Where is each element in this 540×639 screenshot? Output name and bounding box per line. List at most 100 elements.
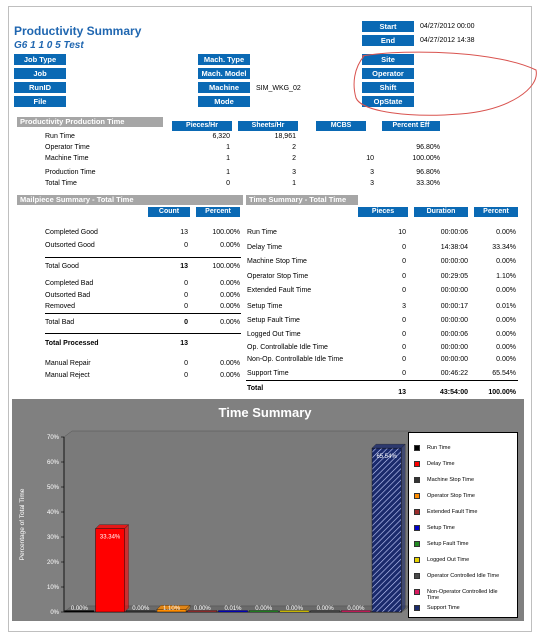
mailpiece-count-value: 0 bbox=[184, 303, 188, 310]
site-label-2: Operator bbox=[362, 68, 414, 80]
bar-label-8: 0.00% bbox=[286, 606, 304, 612]
mailpiece-percent-header: Percent bbox=[196, 207, 240, 217]
legend-swatch bbox=[414, 493, 420, 499]
time-row-label: Extended Fault Time bbox=[247, 287, 312, 294]
legend-swatch bbox=[414, 589, 420, 595]
annotation-circle bbox=[353, 51, 537, 116]
bar-3 bbox=[126, 610, 156, 613]
time-total-pieces: 13 bbox=[398, 389, 406, 396]
header-label-4: File bbox=[14, 96, 66, 108]
production-row-label: Run Time bbox=[45, 133, 75, 140]
mailpiece-count-value: 0 bbox=[184, 242, 188, 249]
time-row-label: Machine Stop Time bbox=[247, 258, 307, 265]
time-pieces-value: 0 bbox=[402, 273, 406, 280]
site-label-3: Shift bbox=[362, 82, 414, 94]
production-col-header: Sheets/Hr bbox=[238, 121, 298, 131]
mailpiece-section-title: Mailpiece Summary - Total Time bbox=[17, 195, 243, 205]
mailpiece-count-value: 13 bbox=[180, 263, 188, 270]
y-tick-label: 20% bbox=[47, 560, 60, 566]
bar-label-10: 0.00% bbox=[347, 606, 365, 612]
start-value: 04/27/2012 00:00 bbox=[420, 23, 475, 30]
production-row-label: Production Time bbox=[45, 169, 96, 176]
bar-top-2 bbox=[95, 524, 130, 529]
mailpiece-row-label: Total Bad bbox=[45, 319, 75, 326]
production-percent-value: 96.80% bbox=[416, 144, 440, 151]
time-percent-value: 0.00% bbox=[496, 344, 516, 351]
end-label: End bbox=[362, 35, 414, 47]
chart-legend: Run Time Delay Time Machine Stop Time Opera… bbox=[408, 432, 518, 618]
production-pieces-value: 1 bbox=[226, 169, 230, 176]
mailpiece-count-value: 0 bbox=[184, 319, 188, 326]
production-mcbs-value: 3 bbox=[370, 180, 374, 187]
time-row-label: Non-Op. Controllable Idle Time bbox=[247, 356, 344, 363]
production-sheets-value: 1 bbox=[292, 180, 296, 187]
mailpiece-count-value: 0 bbox=[184, 372, 188, 379]
header-label-3: RunID bbox=[14, 82, 66, 94]
mailpiece-percent-value: 0.00% bbox=[220, 319, 240, 326]
mailpiece-percent-value: 0.00% bbox=[220, 280, 240, 287]
legend-swatch bbox=[414, 605, 420, 611]
mailpiece-row-label: Outsorted Bad bbox=[45, 292, 91, 299]
time-row-label: Support Time bbox=[247, 370, 289, 377]
production-sheets-value: 18,961 bbox=[274, 133, 296, 140]
bar-10 bbox=[341, 610, 371, 613]
divider-line bbox=[45, 333, 241, 334]
time-duration-value: 00:00:00 bbox=[440, 287, 468, 294]
time-pieces-value: 0 bbox=[402, 317, 406, 324]
machine-label-1: Mach. Type bbox=[198, 54, 250, 66]
bar-side-2 bbox=[124, 524, 129, 613]
time-percent-value: 0.01% bbox=[496, 303, 516, 310]
legend-label: Extended Fault Time bbox=[427, 509, 478, 515]
production-pieces-value: 1 bbox=[226, 155, 230, 162]
time-duration-value: 00:00:00 bbox=[440, 317, 468, 324]
legend-label: Logged Out Time bbox=[427, 557, 470, 563]
mailpiece-count-header: Count bbox=[148, 207, 190, 217]
mailpiece-percent-value: 0.00% bbox=[220, 292, 240, 299]
legend-label: Machine Stop Time bbox=[427, 477, 475, 483]
time-total-percent: 100.00% bbox=[488, 389, 516, 396]
mailpiece-row-label: Total Processed bbox=[45, 340, 99, 347]
time-summary-section-title: Time Summary - Total Time bbox=[246, 195, 358, 205]
y-tick-label: 30% bbox=[47, 535, 60, 541]
time-percent-header: Percent bbox=[474, 207, 518, 217]
bar-label-2: 33.34% bbox=[100, 535, 121, 541]
production-section-title: Productivity Production Time bbox=[17, 117, 163, 127]
bar-8 bbox=[279, 610, 310, 613]
time-row-label: Setup Fault Time bbox=[247, 317, 300, 324]
bar-side-11 bbox=[401, 443, 406, 613]
machine-label-4: Mode bbox=[198, 96, 250, 108]
time-percent-value: 65.54% bbox=[492, 370, 516, 377]
bar-label-7: 0.00% bbox=[255, 606, 273, 612]
legend-label: Setup Time bbox=[427, 525, 455, 531]
time-duration-value: 00:00:06 bbox=[440, 331, 468, 338]
time-total-label: Total bbox=[247, 385, 264, 392]
production-row-label: Operator Time bbox=[45, 144, 90, 151]
time-pieces-value: 0 bbox=[402, 258, 406, 265]
bar-label-5: 0.00% bbox=[194, 606, 212, 612]
production-sheets-value: 2 bbox=[292, 144, 296, 151]
time-duration-value: 00:00:17 bbox=[440, 303, 468, 310]
time-percent-value: 0.00% bbox=[496, 287, 516, 294]
mailpiece-row-label: Removed bbox=[45, 303, 75, 310]
time-percent-value: 0.00% bbox=[496, 258, 516, 265]
legend-swatch bbox=[414, 541, 420, 547]
time-duration-header: Duration bbox=[414, 207, 468, 217]
time-summary-chart: 0% 10% 20% 30% 40% 50% 60% 70% Percentage of Tot… bbox=[19, 430, 411, 616]
time-duration-value: 14:38:04 bbox=[440, 244, 468, 251]
time-pieces-value: 0 bbox=[402, 244, 406, 251]
header-label-2: Job bbox=[14, 68, 66, 80]
time-percent-value: 33.34% bbox=[492, 244, 516, 251]
y-tick-label: 40% bbox=[47, 510, 60, 516]
production-mcbs-value: 3 bbox=[370, 169, 374, 176]
end-value: 04/27/2012 14:38 bbox=[420, 37, 475, 44]
time-pieces-value: 0 bbox=[402, 331, 406, 338]
legend-swatch bbox=[414, 477, 420, 483]
time-row-label: Delay Time bbox=[247, 244, 283, 251]
time-row-label: Logged Out Time bbox=[247, 331, 301, 338]
production-percent-value: 33.30% bbox=[416, 180, 440, 187]
divider-line bbox=[246, 380, 518, 381]
mailpiece-row-label: Outsorted Good bbox=[45, 242, 95, 249]
production-percent-value: 96.80% bbox=[416, 169, 440, 176]
production-sheets-value: 2 bbox=[292, 155, 296, 162]
legend-swatch bbox=[414, 509, 420, 515]
